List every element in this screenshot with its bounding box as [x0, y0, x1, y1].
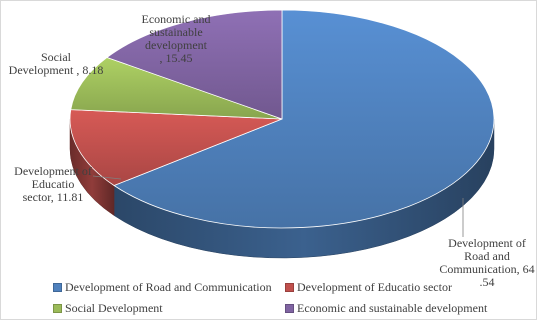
legend-label: Development of Road and Communication [65, 280, 272, 294]
data-label: Economic and sustainable development, 15.4… [142, 12, 211, 65]
pie-labels: Development of Road and Communication, 64.… [9, 12, 535, 289]
legend-swatch [285, 283, 294, 292]
legend-label: Development of Educatio sector [297, 280, 452, 294]
legend-label: Social Development [65, 301, 163, 315]
pie-slice[interactable] [113, 9, 495, 229]
data-label: Social Development , 8.18 [9, 50, 104, 77]
legend-item: Development of Educatio sector [285, 280, 452, 295]
data-label: Development of Road and Communication, 64.… [439, 236, 534, 289]
label-leader-line [92, 175, 122, 180]
legend-swatch [285, 304, 294, 313]
legend-item: Economic and sustainable development [285, 301, 487, 316]
legend-item: Development of Road and Communication [53, 280, 272, 295]
legend-label: Economic and sustainable development [297, 301, 488, 315]
pie-slice[interactable] [106, 9, 283, 120]
legend-swatch [53, 304, 62, 313]
data-label: Development of Educatio sector, 11.81 [14, 164, 92, 204]
pie-slice[interactable] [69, 109, 283, 186]
pie-slice[interactable] [70, 57, 283, 120]
legend-swatch [53, 283, 62, 292]
legend-item: Social Development [53, 301, 163, 316]
pie-top [69, 9, 495, 229]
